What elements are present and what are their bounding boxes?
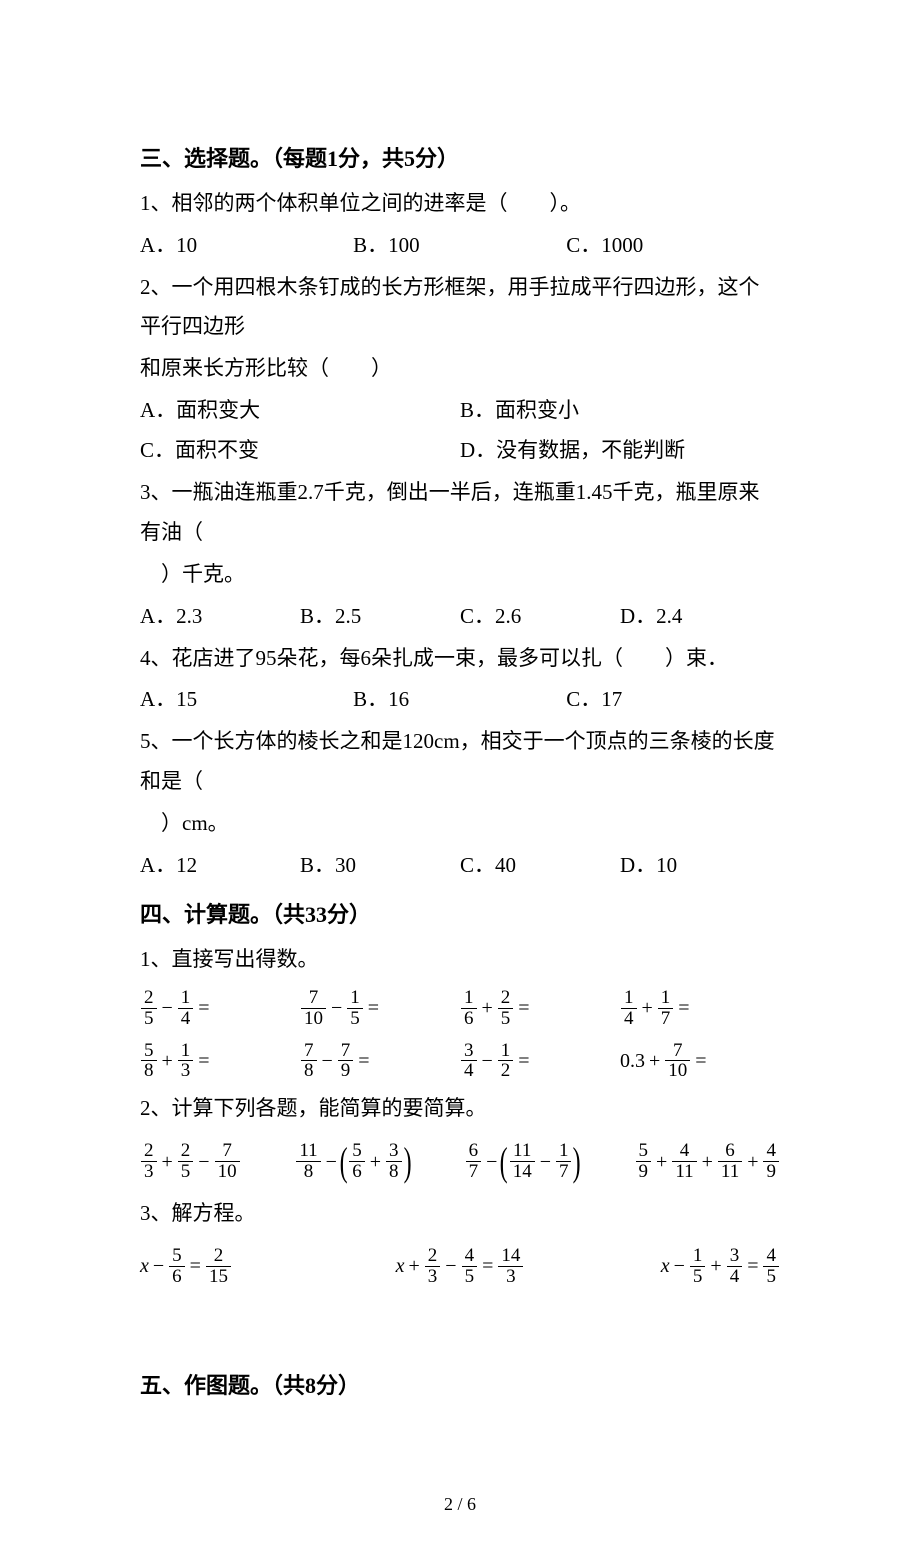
s4-p1-item: 710−15= [300, 982, 460, 1035]
q3-5-options: A．12 B．30 C．40 D．10 [140, 846, 780, 886]
s4-p1-item: 16+25= [460, 982, 620, 1035]
q3-5-line2: ）cm。 [140, 804, 780, 844]
q3-2-options: A．面积变大 B．面积变小 C．面积不变 D．没有数据，不能判断 [140, 391, 780, 471]
section-5-title: 五、作图题。（共8分） [140, 1365, 780, 1407]
s4-p3-eq2: x+23−45=143 [396, 1246, 525, 1287]
s4-p3-eq3: x−15+34=45 [661, 1246, 780, 1287]
q3-4-opt-a: A．15 [140, 680, 353, 720]
q3-3-opt-d: D．2.4 [620, 597, 780, 637]
s4-p3-eq1: x−56=215 [140, 1246, 232, 1287]
s4-p2-label: 2、计算下列各题，能简算的要简算。 [140, 1089, 780, 1129]
q3-2-line2: 和原来长方形比较（ ） [140, 349, 780, 389]
q3-4-opt-b: B．16 [353, 680, 566, 720]
section-4-title: 四、计算题。（共33分） [140, 894, 780, 936]
s4-p2-expr2: 118−(56+38) [295, 1141, 410, 1182]
q3-3-line2: ）千克。 [140, 555, 780, 595]
s4-p2-expr3: 67−(1114−17) [465, 1141, 580, 1182]
q3-5-opt-d: D．10 [620, 846, 780, 886]
q3-5-opt-b: B．30 [300, 846, 460, 886]
q3-1-opt-b: B．100 [353, 226, 566, 266]
q3-3-line1: 3、一瓶油连瓶重2.7千克，倒出一半后，连瓶重1.45千克，瓶里原来有油（ [140, 473, 780, 553]
q3-2-opt-c: C．面积不变 [140, 431, 460, 471]
q3-2-line1: 2、一个用四根木条钉成的长方形框架，用手拉成平行四边形，这个平行四边形 [140, 268, 780, 348]
q3-4-opt-c: C．17 [566, 680, 779, 720]
page-number: 2 / 6 [140, 1487, 780, 1521]
q3-2-opt-a: A．面积变大 [140, 391, 460, 431]
q3-5-opt-a: A．12 [140, 846, 300, 886]
s4-p3-row: x−56=215 x+23−45=143 x−15+34=45 [140, 1236, 780, 1297]
s4-p1-label: 1、直接写出得数。 [140, 940, 780, 980]
q3-5-opt-c: C．40 [460, 846, 620, 886]
s4-p1-item: 78−79= [300, 1035, 460, 1088]
s4-p1-item: 34−12= [460, 1035, 620, 1088]
q3-3-options: A．2.3 B．2.5 C．2.6 D．2.4 [140, 597, 780, 637]
q3-2-opt-b: B．面积变小 [460, 391, 780, 431]
s4-p2-expr1: 23+25−710 [140, 1141, 241, 1182]
s4-p1-grid: 25−14=710−15=16+25=14+17= 58+13=78−79=34−… [140, 982, 780, 1088]
q3-3-opt-c: C．2.6 [460, 597, 620, 637]
q3-3-opt-b: B．2.5 [300, 597, 460, 637]
q3-1-opt-a: A．10 [140, 226, 353, 266]
s4-p1-item: 0.3+710= [620, 1035, 780, 1088]
s4-p1-item: 25−14= [140, 982, 300, 1035]
section-3-title: 三、选择题。（每题1分，共5分） [140, 138, 780, 180]
q3-3-opt-a: A．2.3 [140, 597, 300, 637]
q3-1-text: 1、相邻的两个体积单位之间的进率是（ ）。 [140, 184, 780, 224]
s4-p1-item: 58+13= [140, 1035, 300, 1088]
s4-p1-item: 14+17= [620, 982, 780, 1035]
q3-4-text: 4、花店进了95朵花，每6朵扎成一束，最多可以扎（ ）束． [140, 639, 780, 679]
s4-p3-label: 3、解方程。 [140, 1194, 780, 1234]
q3-2-opt-d: D．没有数据，不能判断 [460, 431, 780, 471]
q3-5-line1: 5、一个长方体的棱长之和是120cm，相交于一个顶点的三条棱的长度和是（ [140, 722, 780, 802]
s4-p2-expr4: 59+411+611+49 [635, 1141, 780, 1182]
q3-1-opt-c: C．1000 [566, 226, 779, 266]
q3-4-options: A．15 B．16 C．17 [140, 680, 780, 720]
s4-p2-row: 23+25−710 118−(56+38) 67−(1114−17) 59+41… [140, 1131, 780, 1192]
q3-1-options: A．10 B．100 C．1000 [140, 226, 780, 266]
